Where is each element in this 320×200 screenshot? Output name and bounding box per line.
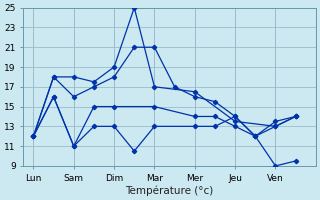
X-axis label: Température (°c): Température (°c) — [125, 185, 214, 196]
